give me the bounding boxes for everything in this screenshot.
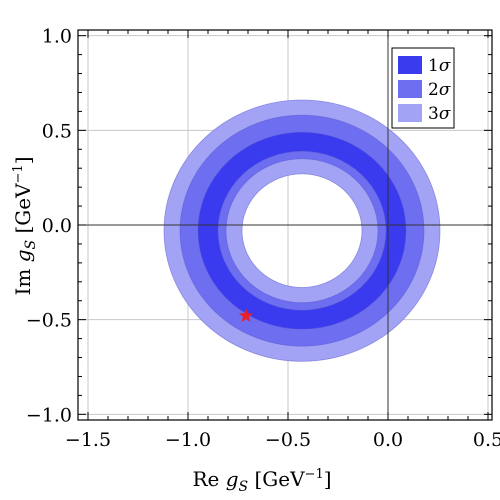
x-tick-label: −1.5 [65, 429, 111, 451]
y-tick-label: −1.0 [26, 404, 72, 426]
x-tick-label: −0.5 [265, 429, 311, 451]
x-tick-labels: −1.5 −1.0 −0.5 0.0 0.5 [65, 429, 500, 451]
x-axis-title: Re gS [GeV−1] [192, 467, 331, 495]
legend-swatch-3sigma [398, 104, 422, 122]
y-tick-label: 0.0 [42, 215, 72, 237]
best-fit-markers [238, 308, 254, 322]
legend-label-3sigma: 3σ [428, 104, 451, 124]
legend-swatch-1sigma [398, 56, 422, 74]
best-fit-star-marker [238, 308, 254, 322]
y-tick-label: 1.0 [42, 26, 72, 48]
y-tick-label: 0.5 [42, 120, 72, 142]
legend-swatch-2sigma [398, 80, 422, 98]
legend-label-1sigma: 1σ [428, 56, 451, 76]
x-tick-label: −1.0 [165, 429, 211, 451]
x-tick-label: 0.5 [473, 429, 500, 451]
zero-axes [78, 30, 492, 420]
y-axis-title: Im gS [GeV−1] [11, 156, 39, 295]
region-1sigma [197, 131, 407, 330]
legend-label-2sigma: 2σ [428, 80, 451, 100]
y-tick-label: −0.5 [26, 310, 72, 332]
x-tick-label: 0.0 [373, 429, 403, 451]
legend: 1σ 2σ 3σ [391, 47, 455, 129]
y-tick-labels: −1.0 −0.5 0.0 0.5 1.0 [26, 26, 72, 427]
confidence-regions [163, 99, 441, 362]
tick-marks [78, 30, 492, 420]
